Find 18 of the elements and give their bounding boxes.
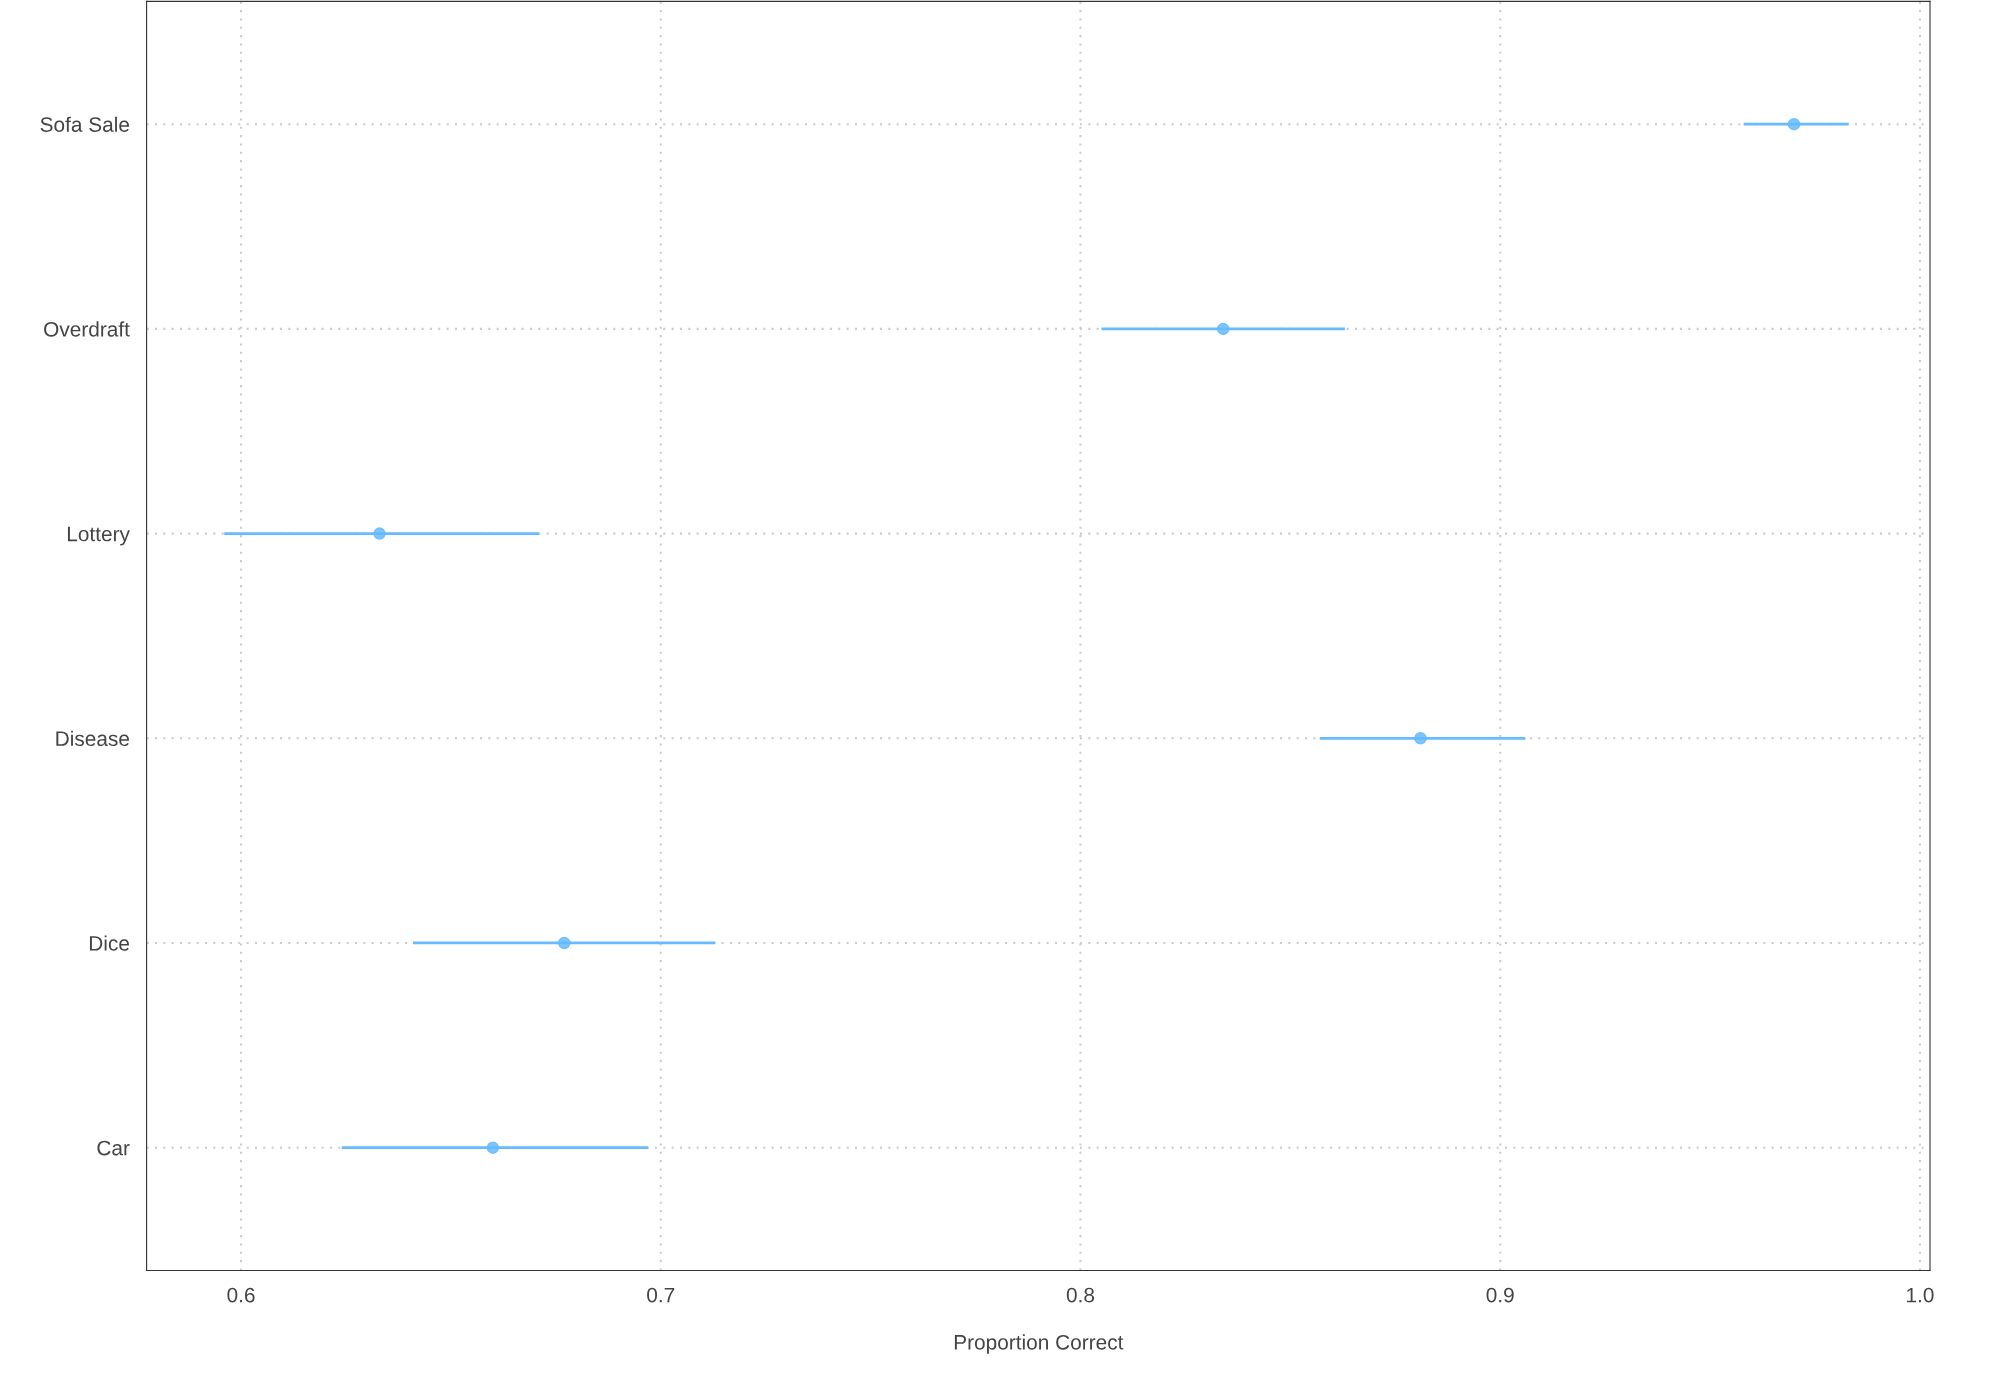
x-tick-label: 0.9 <box>1486 1287 1514 1303</box>
y-tick-label: Dice <box>89 935 130 951</box>
y-tick-label: Sofa Sale <box>40 116 130 132</box>
x-axis-title: Proportion Correct <box>954 1334 1124 1354</box>
x-tick-label: 0.8 <box>1066 1287 1095 1303</box>
y-tick-label: Overdraft <box>44 321 130 337</box>
y-tick-label: Lottery <box>67 526 130 546</box>
point <box>557 936 571 950</box>
y-tick-label: Disease <box>56 730 130 747</box>
x-tick-label: 0.7 <box>647 1287 675 1303</box>
x-tick-label: 1.0 <box>1907 1287 1934 1303</box>
point <box>1787 117 1801 131</box>
point <box>373 527 386 540</box>
point <box>1216 322 1230 336</box>
point <box>1414 732 1427 745</box>
point <box>486 1141 500 1154</box>
x-tick-label: 0.6 <box>227 1287 255 1303</box>
y-tick-label: Car <box>97 1140 130 1156</box>
